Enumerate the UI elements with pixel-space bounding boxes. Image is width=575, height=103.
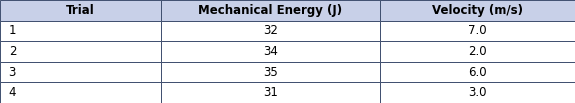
Bar <box>161 62 380 82</box>
Text: 32: 32 <box>263 24 278 37</box>
Text: 7.0: 7.0 <box>468 24 486 37</box>
Text: 31: 31 <box>263 86 278 99</box>
Text: 3.0: 3.0 <box>468 86 486 99</box>
Bar <box>0 82 161 103</box>
Text: Mechanical Energy (J): Mechanical Energy (J) <box>198 4 342 17</box>
Bar <box>0 0 161 21</box>
Text: 1: 1 <box>9 24 16 37</box>
Text: Velocity (m/s): Velocity (m/s) <box>432 4 523 17</box>
Text: 6.0: 6.0 <box>468 66 486 79</box>
Bar <box>161 41 380 62</box>
Bar <box>0 41 161 62</box>
Text: 34: 34 <box>263 45 278 58</box>
Text: 4: 4 <box>9 86 16 99</box>
Bar <box>380 21 575 41</box>
Bar <box>0 62 161 82</box>
Text: 35: 35 <box>263 66 278 79</box>
Text: 3: 3 <box>9 66 16 79</box>
Bar <box>161 21 380 41</box>
Bar <box>161 0 380 21</box>
Bar <box>380 41 575 62</box>
Bar <box>380 62 575 82</box>
Text: 2: 2 <box>9 45 16 58</box>
Bar <box>0 21 161 41</box>
Bar <box>380 0 575 21</box>
Bar <box>380 82 575 103</box>
Text: 2.0: 2.0 <box>468 45 486 58</box>
Bar <box>161 82 380 103</box>
Text: Trial: Trial <box>66 4 95 17</box>
